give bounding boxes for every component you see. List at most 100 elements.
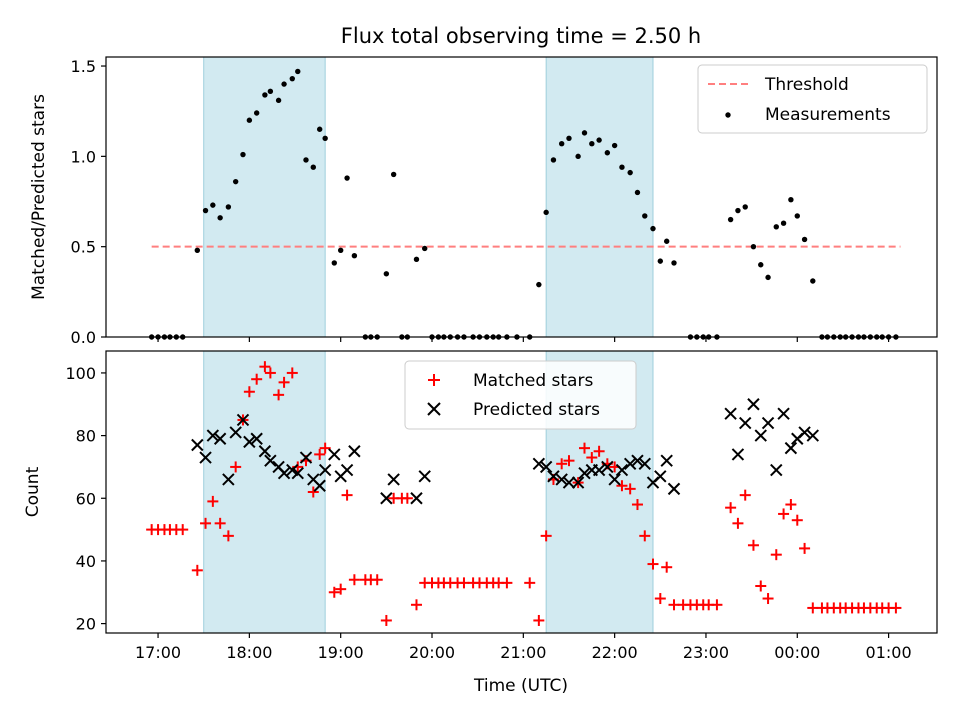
matched-star-point xyxy=(243,386,255,398)
measurement-point xyxy=(619,164,625,170)
bottom-y-axis-label: Count xyxy=(23,466,43,517)
matched-star-point xyxy=(191,564,203,576)
y-tick-label: 0.0 xyxy=(71,328,96,347)
matched-star-point xyxy=(586,452,598,464)
matched-star-point xyxy=(739,489,751,501)
measurement-point xyxy=(536,281,542,288)
predicted-star-point xyxy=(754,429,767,442)
predicted-star-point xyxy=(555,473,568,486)
predicted-star-point xyxy=(206,429,220,442)
predicted-star-point xyxy=(328,448,341,461)
measurement-point xyxy=(310,164,316,170)
matched-star-point xyxy=(328,586,340,598)
measurement-point xyxy=(627,169,633,176)
measurement-point xyxy=(780,220,787,226)
predicted-star-point xyxy=(631,454,644,467)
shaded-interval-1 xyxy=(545,56,654,338)
top-y-ticks: 0.0 0.5 1.0 1.5 xyxy=(71,57,106,347)
measurement-point xyxy=(550,157,557,163)
predicted-star-point xyxy=(222,473,235,486)
y-tick-label: 100 xyxy=(65,364,96,383)
measurement-point xyxy=(202,207,209,214)
measurement-point xyxy=(383,271,390,277)
x-tick-label: 00:00 xyxy=(774,643,820,662)
x-tick-label: 23:00 xyxy=(683,643,729,662)
top-legend-box xyxy=(697,64,928,134)
measurement-point xyxy=(322,135,328,141)
measurement-point xyxy=(788,197,794,203)
predicted-star-point xyxy=(313,479,326,492)
measurement-point xyxy=(253,110,260,116)
y-tick-label: 40 xyxy=(76,552,96,571)
predicted-star-point xyxy=(761,416,775,430)
predicted-star-point xyxy=(229,426,242,439)
matched-star-point xyxy=(639,530,651,542)
predicted-star-point xyxy=(348,445,361,458)
x-tick-label: 20:00 xyxy=(409,643,455,662)
matched-star-point xyxy=(319,442,331,454)
x-tick-label: 19:00 xyxy=(318,643,364,662)
legend-matched-label: Matched stars xyxy=(473,371,593,391)
predicted-star-point xyxy=(562,476,576,489)
measurement-point xyxy=(295,68,301,75)
measurement-point xyxy=(773,224,779,230)
measurement-point xyxy=(558,141,565,147)
predicted-star-point xyxy=(660,454,673,467)
predicted-star-point xyxy=(299,451,313,464)
measurement-point xyxy=(596,137,602,143)
x-axis-label: Time (UTC) xyxy=(473,676,568,696)
x-tick-label: 22:00 xyxy=(592,643,638,662)
predicted-star-point xyxy=(418,470,431,483)
predicted-star-point xyxy=(784,441,798,455)
predicted-star-point xyxy=(654,470,667,483)
predicted-star-point xyxy=(547,470,560,483)
matched-star-point xyxy=(410,599,422,611)
matched-star-point xyxy=(380,614,392,626)
predicted-star-point xyxy=(601,460,614,474)
measurement-point xyxy=(735,207,741,214)
top-shaded-regions xyxy=(203,56,654,338)
matched-star-point xyxy=(501,577,513,589)
matched-star-point xyxy=(230,461,242,473)
y-tick-label: 0.5 xyxy=(71,238,96,257)
matched-star-point xyxy=(631,499,643,511)
matched-star-point xyxy=(222,530,234,542)
chart-title: Flux total observing time = 2.50 h xyxy=(341,24,701,48)
predicted-star-point xyxy=(387,473,400,486)
measurement-point xyxy=(240,151,246,158)
bottom-legend-box xyxy=(404,360,637,430)
predicted-star-point xyxy=(258,445,272,458)
matched-star-point xyxy=(661,561,673,573)
predicted-star-point xyxy=(340,463,354,477)
measurement-point xyxy=(194,247,201,253)
measurement-point xyxy=(289,75,295,82)
predicted-star-point xyxy=(250,432,263,445)
top-panel: 0.0 0.5 1.0 1.5 Matched/Predicted stars Thr… xyxy=(29,56,938,347)
measurement-point xyxy=(422,245,428,252)
legend-predicted-swatch xyxy=(427,402,441,416)
matched-star-point xyxy=(286,367,298,379)
matched-star-point xyxy=(579,442,591,454)
x-tick-label: 18:00 xyxy=(226,643,272,662)
matched-star-point xyxy=(556,458,568,470)
measurement-point xyxy=(589,141,595,147)
predicted-star-point xyxy=(739,416,752,430)
measurement-point xyxy=(331,260,337,266)
measurement-point xyxy=(351,253,358,259)
measurement-point xyxy=(742,204,748,210)
measurement-point xyxy=(217,215,223,221)
matched-star-point xyxy=(563,455,575,467)
bottom-axes-frame xyxy=(105,350,938,634)
matched-star-point xyxy=(647,558,659,570)
matched-star-point xyxy=(593,445,605,457)
predicted-star-point xyxy=(623,457,637,471)
measurement-point xyxy=(604,150,611,156)
x-tick-label: 21:00 xyxy=(500,643,546,662)
top-legend: Threshold Measurements xyxy=(697,64,928,134)
predicted-star-point xyxy=(667,482,681,496)
bottom-panel: 17:00 18:00 19:00 20:00 21:00 22:00 23:00 00:00… xyxy=(23,350,938,696)
shaded-interval-0 xyxy=(203,56,326,338)
y-tick-label: 20 xyxy=(76,615,96,634)
predicted-star-point xyxy=(724,407,737,420)
matched-star-point xyxy=(747,539,759,551)
